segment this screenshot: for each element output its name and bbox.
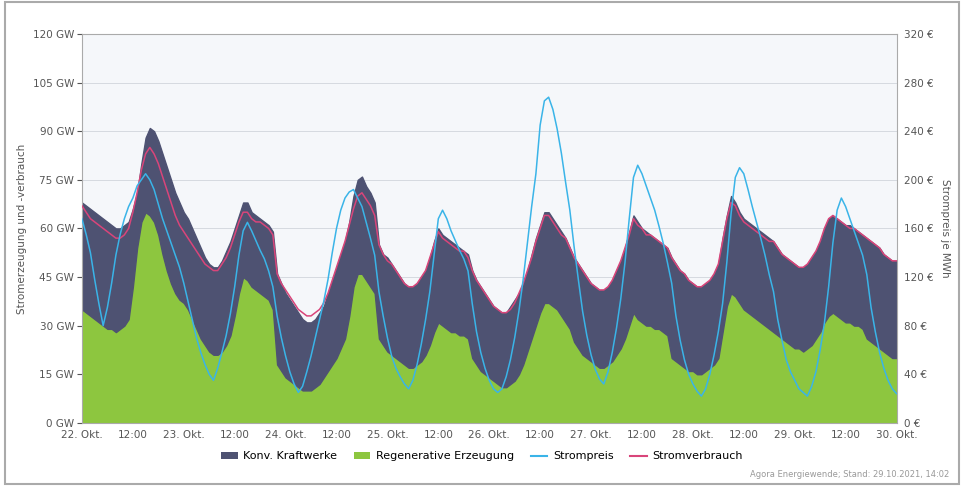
Y-axis label: Stromerzeugung und -verbrauch: Stromerzeugung und -verbrauch (17, 143, 27, 313)
Text: Agora Energiewende; Stand: 29.10.2021, 14:02: Agora Energiewende; Stand: 29.10.2021, 1… (750, 469, 950, 479)
Legend: Konv. Kraftwerke, Regenerative Erzeugung, Strompreis, Stromverbrauch: Konv. Kraftwerke, Regenerative Erzeugung… (217, 447, 747, 466)
Y-axis label: Strompreis je MWh: Strompreis je MWh (941, 179, 951, 278)
